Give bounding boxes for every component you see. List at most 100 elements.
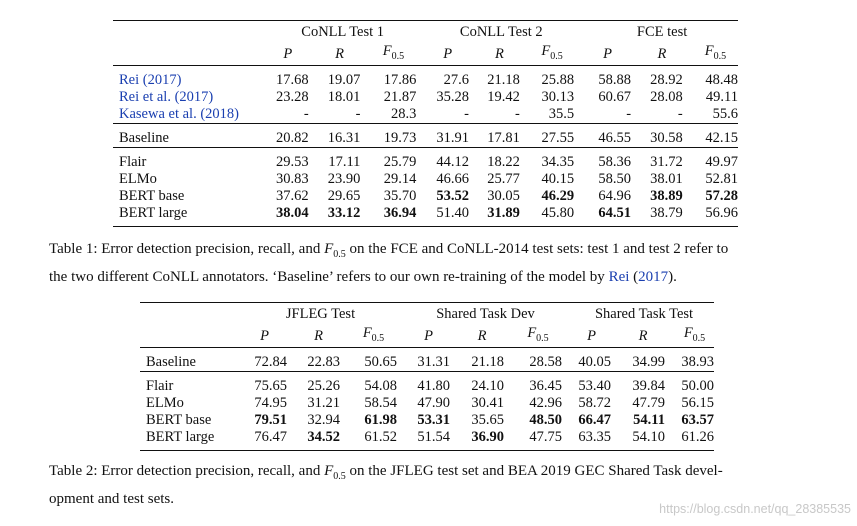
table-cell: 34.35 [541, 154, 575, 170]
row-label: Baseline [119, 130, 169, 146]
table-cell: 21.18 [471, 354, 504, 370]
row-label[interactable]: Rei et al. (2017) [119, 89, 214, 105]
table-cell: 54.11 [633, 412, 665, 428]
metric-header: F0.5 [360, 43, 416, 66]
row-label[interactable]: Rei (2017) [119, 72, 182, 88]
table-cell: 46.55 [598, 130, 632, 146]
table-cell: 21.18 [487, 72, 520, 88]
table-cell: 58.50 [598, 171, 632, 187]
table-cell: 29.65 [327, 188, 361, 204]
table-cell: 61.26 [681, 429, 714, 445]
table-cell: 63.57 [681, 412, 714, 428]
table-cell: 46.66 [436, 171, 469, 187]
table-cell: 38.79 [650, 205, 683, 221]
table-cell: 20.82 [276, 130, 309, 146]
table-cell: 25.77 [487, 171, 520, 187]
table-2: JFLEG Test Shared Task Dev Shared Task T… [140, 302, 714, 451]
table-cell: 30.58 [650, 130, 683, 146]
table-2-group-label: Shared Task Test [594, 305, 694, 322]
table-cell: 49.97 [705, 154, 738, 170]
table-cell: 75.65 [254, 378, 287, 394]
f-symbol: F [683, 325, 693, 342]
table-cell: 48.48 [705, 72, 738, 88]
table-cell: - [464, 106, 469, 122]
table-cell: 33.12 [327, 205, 361, 221]
table-row: BERT large 76.47 34.52 61.52 51.54 36.90 47.75… [140, 429, 714, 446]
table-cell: 32.94 [307, 412, 340, 428]
table-2-group-label: JFLEG Test [285, 305, 356, 322]
table-1-group-header: CoNLL Test 1 CoNLL Test 2 FCE test [113, 20, 738, 44]
table-cell: 28.08 [650, 89, 683, 105]
table-row: Kasewa et al. (2018) - - 28.3 - - 35.5 - - 55.6 [113, 106, 738, 124]
table-cell: 47.90 [417, 395, 450, 411]
table-cell: 66.47 [578, 412, 611, 428]
caption-label: Table 2: [49, 463, 98, 479]
row-label: BERT base [146, 412, 212, 428]
f-symbol: F [324, 241, 334, 257]
table-cell: 47.75 [529, 429, 562, 445]
watermark: https://blog.csdn.net/qq_28385535 [659, 502, 851, 516]
metric-header: R [495, 45, 504, 62]
table-cell: 48.50 [529, 412, 562, 428]
f-subscript: 0.5 [333, 471, 346, 482]
table-cell: 22.83 [307, 354, 340, 370]
table-cell: 31.91 [436, 130, 469, 146]
table-1-metric-header: P R F0.5 P R F0.5 P R F0.5 [113, 43, 738, 66]
table-2-group-header: JFLEG Test Shared Task Dev Shared Task T… [140, 302, 714, 326]
table-cell: 53.40 [578, 378, 611, 394]
table-cell: 18.22 [487, 154, 520, 170]
metric-header: P [424, 327, 433, 344]
table-cell: 38.93 [681, 354, 714, 370]
metric-header: F0.5 [683, 43, 738, 66]
table-cell: 30.13 [541, 89, 575, 105]
table-cell: 28.92 [650, 72, 683, 88]
caption-text: Error detection precision, recall, and [101, 463, 325, 479]
citation-year-link[interactable]: 2017 [638, 269, 669, 285]
table-cell: 25.79 [383, 154, 417, 170]
table-cell: 35.5 [548, 106, 575, 122]
table-cell: 28.3 [391, 106, 417, 122]
table-cell: 17.81 [487, 130, 520, 146]
table-cell: 51.54 [417, 429, 450, 445]
f-subscript: 0.5 [371, 332, 385, 344]
table-cell: 44.12 [436, 154, 469, 170]
caption-label: Table 1: [49, 241, 98, 257]
table-cell: 51.40 [436, 205, 469, 221]
table-cell: 30.41 [471, 395, 504, 411]
table-cell: 17.11 [328, 154, 361, 170]
table-cell: 25.26 [307, 378, 340, 394]
row-label: BERT large [119, 205, 188, 221]
table-cell: 58.88 [598, 72, 632, 88]
table-cell: 46.29 [541, 188, 575, 204]
table-cell: - [355, 106, 361, 122]
table-cell: 60.67 [598, 89, 632, 105]
table-cell: 45.80 [541, 205, 575, 221]
table-row: Rei (2017) 17.68 19.07 17.86 27.6 21.18 25.88 5… [113, 72, 738, 89]
table-cell: 28.58 [529, 354, 562, 370]
f-subscript: 0.5 [391, 50, 405, 62]
f-subscript: 0.5 [692, 332, 706, 344]
table-cell: 31.21 [307, 395, 340, 411]
table-cell: 39.84 [632, 378, 665, 394]
table-2-group-label: Shared Task Dev [436, 305, 535, 322]
table-cell: 30.83 [276, 171, 309, 187]
row-label[interactable]: Kasewa et al. (2018) [119, 106, 239, 122]
table-cell: 52.81 [705, 171, 738, 187]
row-label: BERT base [119, 188, 185, 204]
f-symbol: F [382, 43, 392, 60]
table-cell: 42.15 [705, 130, 738, 146]
table-cell: 19.07 [327, 72, 361, 88]
table-cell: 17.68 [276, 72, 309, 88]
table-cell: 53.52 [436, 188, 469, 204]
table-cell: 76.47 [254, 429, 287, 445]
table-cell: 38.89 [650, 188, 683, 204]
table-cell: 57.28 [705, 188, 738, 204]
citation-link[interactable]: Rei [608, 269, 630, 285]
table-cell: - [626, 106, 632, 122]
table-cell: 58.54 [364, 395, 397, 411]
table-row: Flair 29.53 17.11 25.79 44.12 18.22 34.35 58.36… [113, 154, 738, 171]
table-cell: 38.01 [650, 171, 683, 187]
table-cell: - [303, 106, 309, 122]
table-cell: 31.72 [650, 154, 683, 170]
table-cell: 74.95 [254, 395, 287, 411]
